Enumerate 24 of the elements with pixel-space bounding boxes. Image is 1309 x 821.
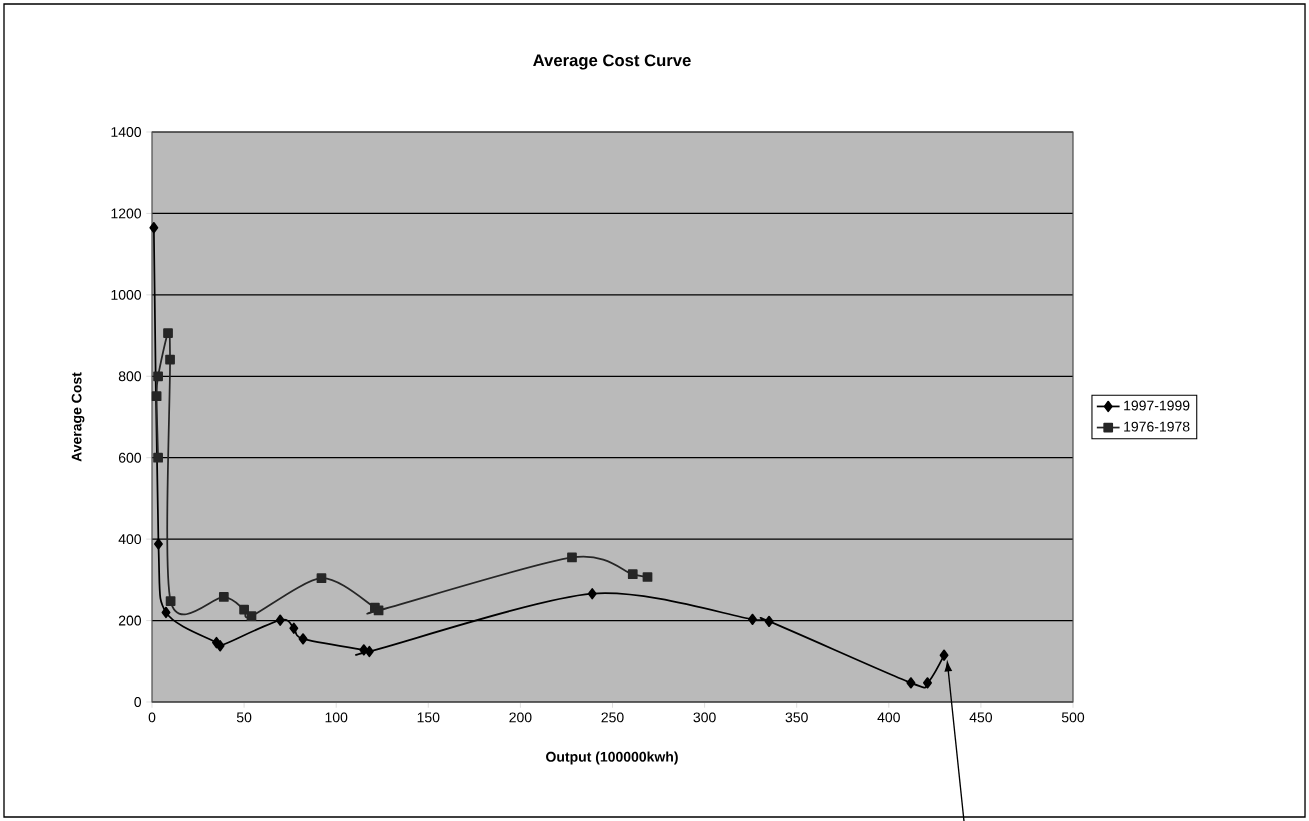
y-tick-label: 0 — [134, 697, 142, 707]
y-tick-label: 600 — [118, 452, 142, 463]
x-tick-label: 0 — [148, 712, 156, 723]
legend-label: 1976-1978 — [1124, 421, 1190, 432]
x-axis-title: Output (100000kwh) — [546, 751, 678, 765]
y-tick-label: 1400 — [111, 127, 142, 137]
x-tick-label: 350 — [785, 712, 808, 723]
x-tick-label: 50 — [236, 712, 252, 723]
y-tick-label: 1000 — [111, 289, 142, 300]
x-tick-label: 300 — [693, 712, 716, 723]
x-tick-label: 450 — [969, 712, 993, 723]
y-tick-label: 800 — [118, 371, 142, 382]
y-tick-label: 400 — [118, 534, 142, 545]
y-tick-label: 1200 — [111, 208, 142, 219]
y-axis-title: Average Cost — [71, 372, 85, 462]
x-tick-label: 200 — [509, 712, 532, 723]
x-tick-label: 150 — [417, 712, 440, 723]
x-tick-label: 250 — [601, 712, 624, 723]
legend-label: 1997-1999 — [1124, 400, 1190, 411]
x-tick-label: 500 — [1061, 712, 1085, 723]
x-tick-label: 400 — [877, 712, 900, 723]
x-tick-label: 100 — [325, 712, 348, 723]
chart-title: Average Cost Curve — [533, 54, 691, 70]
y-tick-label: 200 — [118, 615, 142, 626]
